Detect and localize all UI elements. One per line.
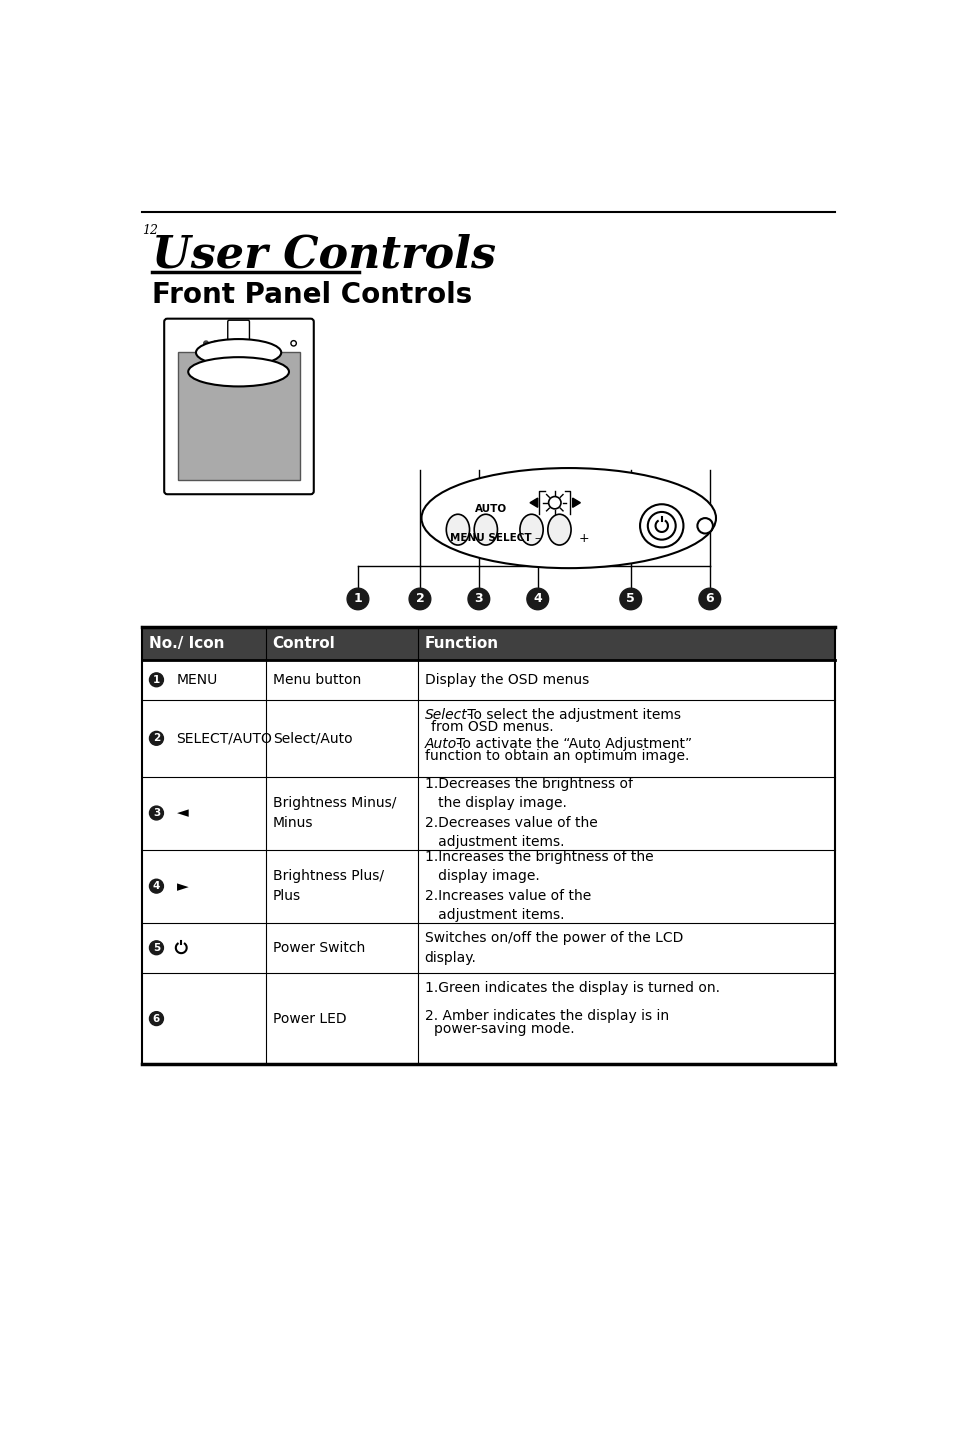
Circle shape: [232, 340, 236, 346]
Circle shape: [150, 1011, 163, 1025]
Circle shape: [647, 512, 675, 539]
Circle shape: [468, 588, 489, 609]
Text: 12: 12: [142, 225, 158, 237]
Circle shape: [619, 588, 641, 609]
Text: Function: Function: [424, 636, 498, 651]
Bar: [178, 352, 299, 480]
Circle shape: [150, 941, 163, 955]
Text: –: –: [535, 533, 540, 543]
Circle shape: [222, 340, 227, 346]
Text: 5: 5: [626, 592, 635, 605]
Text: Menu button: Menu button: [273, 672, 360, 686]
Ellipse shape: [421, 468, 716, 568]
Polygon shape: [530, 498, 537, 508]
Circle shape: [150, 879, 163, 894]
Text: Brightness Plus/
Plus: Brightness Plus/ Plus: [273, 869, 383, 902]
Text: 4: 4: [152, 881, 160, 891]
Text: User Controls: User Controls: [152, 233, 496, 276]
FancyBboxPatch shape: [164, 319, 314, 495]
Circle shape: [697, 518, 712, 533]
Text: Display the OSD menus: Display the OSD menus: [424, 672, 588, 686]
Text: 6: 6: [152, 1014, 160, 1024]
Circle shape: [291, 340, 296, 346]
Circle shape: [409, 588, 431, 609]
Circle shape: [204, 340, 208, 346]
Circle shape: [213, 340, 217, 346]
Bar: [142, 974, 835, 1064]
Text: function to obtain an optimum image.: function to obtain an optimum image.: [424, 749, 688, 764]
Circle shape: [347, 588, 369, 609]
Circle shape: [699, 588, 720, 609]
Circle shape: [150, 807, 163, 819]
Text: ◄: ◄: [176, 805, 188, 821]
Bar: [142, 849, 835, 924]
Text: power-saving mode.: power-saving mode.: [434, 1021, 574, 1035]
Text: To select the adjustment items: To select the adjustment items: [462, 708, 679, 722]
Text: MENU: MENU: [176, 672, 217, 686]
Text: 1.Decreases the brightness of
   the display image.
2.Decreases value of the
   : 1.Decreases the brightness of the displa…: [424, 776, 632, 849]
Circle shape: [639, 505, 682, 548]
Ellipse shape: [519, 515, 542, 545]
Ellipse shape: [474, 515, 497, 545]
Text: 2: 2: [416, 592, 424, 605]
Circle shape: [526, 588, 548, 609]
Text: AUTO: AUTO: [475, 503, 507, 513]
Text: 6: 6: [705, 592, 714, 605]
Text: To activate the “Auto Adjustment”: To activate the “Auto Adjustment”: [452, 736, 692, 751]
Bar: [142, 659, 835, 699]
Ellipse shape: [195, 339, 281, 366]
Ellipse shape: [547, 515, 571, 545]
Circle shape: [150, 731, 163, 745]
Text: +: +: [578, 532, 589, 545]
Text: 1: 1: [152, 675, 160, 685]
Text: 2: 2: [152, 734, 160, 744]
Text: Front Panel Controls: Front Panel Controls: [152, 280, 472, 309]
Bar: [142, 776, 835, 849]
Text: 3: 3: [474, 592, 482, 605]
Circle shape: [150, 674, 163, 686]
Text: Brightness Minus/
Minus: Brightness Minus/ Minus: [273, 797, 395, 829]
Text: 1: 1: [354, 592, 362, 605]
Text: Switches on/off the power of the LCD
display.: Switches on/off the power of the LCD dis…: [424, 931, 682, 964]
Bar: [142, 628, 835, 659]
Circle shape: [548, 496, 560, 509]
Text: ►: ►: [176, 878, 188, 894]
Text: Select/Auto: Select/Auto: [273, 731, 352, 745]
Text: Control: Control: [273, 636, 335, 651]
Ellipse shape: [188, 358, 289, 386]
Text: Auto-: Auto-: [424, 736, 461, 751]
Text: 1.Increases the brightness of the
   display image.
2.Increases value of the
   : 1.Increases the brightness of the displa…: [424, 849, 653, 922]
Ellipse shape: [446, 515, 469, 545]
Text: MENU SELECT: MENU SELECT: [450, 533, 532, 543]
Bar: [142, 924, 835, 974]
Text: 5: 5: [152, 942, 160, 952]
Text: 4: 4: [533, 592, 541, 605]
Text: 3: 3: [152, 808, 160, 818]
Text: No./ Icon: No./ Icon: [149, 636, 224, 651]
Text: 2. Amber indicates the display is in: 2. Amber indicates the display is in: [424, 1008, 668, 1022]
Text: Power LED: Power LED: [273, 1011, 346, 1025]
Text: from OSD menus.: from OSD menus.: [431, 719, 553, 734]
Polygon shape: [572, 498, 579, 508]
Text: Power Switch: Power Switch: [273, 941, 365, 955]
Bar: [142, 699, 835, 776]
Text: 1.Green indicates the display is turned on.: 1.Green indicates the display is turned …: [424, 981, 719, 995]
Text: SELECT/AUTO: SELECT/AUTO: [176, 731, 273, 745]
FancyBboxPatch shape: [228, 320, 249, 350]
Text: Select-: Select-: [424, 708, 472, 722]
